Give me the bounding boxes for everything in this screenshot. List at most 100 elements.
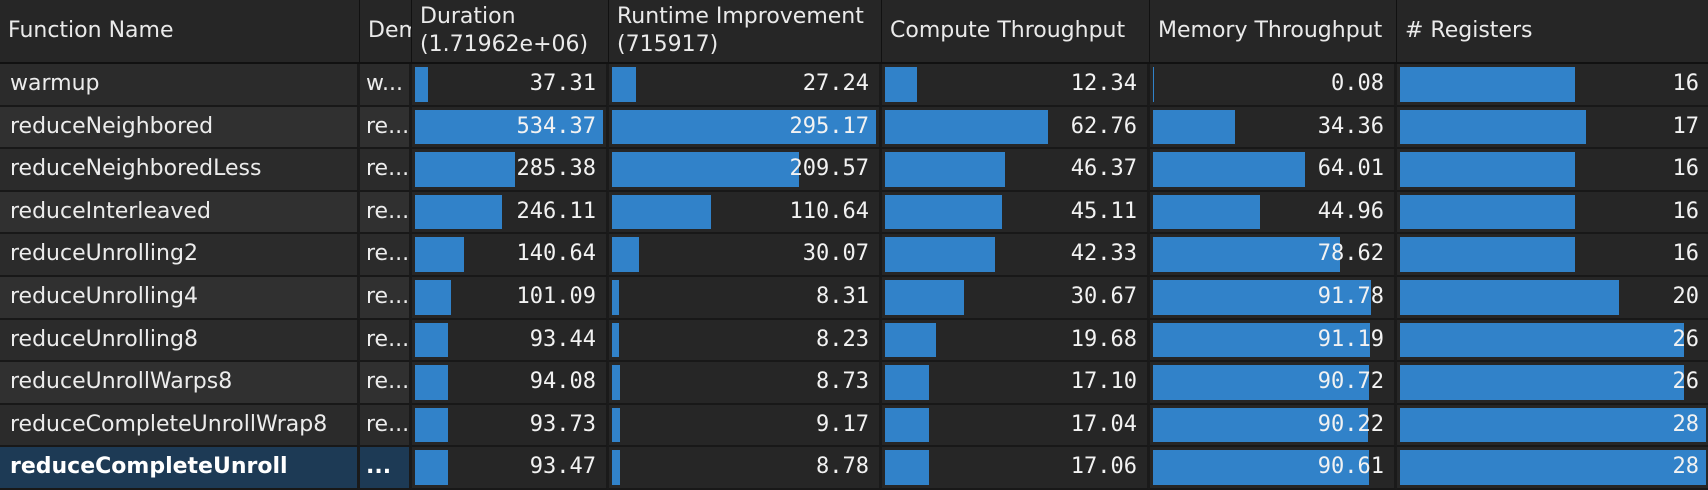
duration-cell[interactable]: 246.11 — [412, 191, 609, 235]
duration-cell[interactable]: 534.37 — [412, 106, 609, 150]
demangled-cell[interactable]: re... — [360, 276, 412, 320]
compute-bar — [885, 322, 936, 358]
runtime-cell[interactable]: 110.64 — [609, 191, 882, 235]
demangled-cell[interactable]: w... — [360, 64, 412, 107]
runtime-cell[interactable]: 30.07 — [609, 234, 882, 277]
runtime-value: 8.31 — [816, 283, 869, 309]
function-name-cell[interactable]: warmup — [0, 64, 360, 107]
runtime-bar — [612, 109, 876, 145]
demangled-cell[interactable]: re... — [360, 362, 412, 405]
runtime-cell[interactable]: 8.31 — [609, 276, 882, 320]
duration-cell[interactable]: 37.31 — [412, 64, 609, 107]
memory-cell[interactable]: 44.96 — [1150, 191, 1397, 235]
duration-bar — [415, 322, 448, 358]
registers-cell[interactable]: 28 — [1397, 404, 1708, 448]
demangled-cell[interactable]: re... — [360, 404, 412, 448]
duration-cell[interactable]: 93.47 — [412, 447, 609, 490]
header-duration[interactable]: Duration (1.71962e+06) — [412, 0, 609, 64]
duration-value: 93.73 — [529, 411, 596, 437]
duration-cell[interactable]: 101.09 — [412, 276, 609, 320]
compute-cell[interactable]: 30.67 — [882, 276, 1150, 320]
runtime-cell[interactable]: 9.17 — [609, 404, 882, 448]
demangled-cell[interactable]: re... — [360, 319, 412, 363]
memory-cell[interactable]: 91.78 — [1150, 276, 1397, 320]
compute-cell[interactable]: 19.68 — [882, 319, 1150, 363]
compute-value: 17.04 — [1070, 411, 1137, 437]
registers-cell[interactable]: 28 — [1397, 447, 1708, 490]
memory-cell[interactable]: 0.08 — [1150, 64, 1397, 107]
duration-cell[interactable]: 285.38 — [412, 149, 609, 192]
runtime-cell[interactable]: 27.24 — [609, 64, 882, 107]
header-registers[interactable]: # Registers — [1397, 0, 1708, 64]
duration-cell[interactable]: 140.64 — [412, 234, 609, 277]
duration-value: 93.44 — [529, 326, 596, 352]
memory-cell[interactable]: 90.22 — [1150, 404, 1397, 448]
runtime-cell[interactable]: 295.17 — [609, 106, 882, 150]
registers-bar — [1400, 194, 1575, 230]
function-name-cell[interactable]: reduceCompleteUnrollWrap8 — [0, 404, 360, 448]
header-label: Function Name — [8, 18, 174, 43]
demangled-cell[interactable]: re... — [360, 106, 412, 150]
function-name-cell[interactable]: reduceUnrolling8 — [0, 319, 360, 363]
demangled-cell[interactable]: re... — [360, 234, 412, 277]
memory-cell[interactable]: 78.62 — [1150, 234, 1397, 277]
memory-cell[interactable]: 91.19 — [1150, 319, 1397, 363]
duration-value: 93.47 — [529, 454, 596, 480]
header-compute-throughput[interactable]: Compute Throughput — [882, 0, 1150, 64]
compute-cell[interactable]: 46.37 — [882, 149, 1150, 192]
runtime-value: 8.23 — [816, 326, 869, 352]
duration-cell[interactable]: 93.44 — [412, 319, 609, 363]
runtime-bar — [612, 450, 620, 485]
runtime-value: 110.64 — [789, 198, 869, 224]
compute-cell[interactable]: 12.34 — [882, 64, 1150, 107]
duration-cell[interactable]: 94.08 — [412, 362, 609, 405]
function-name-cell[interactable]: reduceInterleaved — [0, 191, 360, 235]
header-runtime-improvement[interactable]: Runtime Improvement (715917) — [609, 0, 882, 64]
function-name-cell[interactable]: reduceUnrollWarps8 — [0, 362, 360, 405]
compute-cell[interactable]: 42.33 — [882, 234, 1150, 277]
compute-value: 17.10 — [1070, 369, 1137, 395]
registers-cell[interactable]: 17 — [1397, 106, 1708, 150]
runtime-cell[interactable]: 8.78 — [609, 447, 882, 490]
compute-cell[interactable]: 17.04 — [882, 404, 1150, 448]
function-name-cell[interactable]: reduceUnrolling4 — [0, 276, 360, 320]
duration-bar — [415, 407, 448, 443]
runtime-cell[interactable]: 209.57 — [609, 149, 882, 192]
memory-cell[interactable]: 90.72 — [1150, 362, 1397, 405]
compute-bar — [885, 194, 1002, 230]
function-name-cell[interactable]: reduceCompleteUnroll — [0, 447, 360, 490]
function-name-cell[interactable]: reduceNeighboredLess — [0, 149, 360, 192]
duration-cell[interactable]: 93.73 — [412, 404, 609, 448]
compute-cell[interactable]: 17.10 — [882, 362, 1150, 405]
compute-cell[interactable]: 45.11 — [882, 191, 1150, 235]
header-memory-throughput[interactable]: Memory Throughput — [1150, 0, 1397, 64]
registers-cell[interactable]: 16 — [1397, 149, 1708, 192]
registers-cell[interactable]: 16 — [1397, 64, 1708, 107]
registers-cell[interactable]: 26 — [1397, 362, 1708, 405]
function-name-cell[interactable]: reduceUnrolling2 — [0, 234, 360, 277]
function-name-cell[interactable]: reduceNeighbored — [0, 106, 360, 150]
compute-cell[interactable]: 17.06 — [882, 447, 1150, 490]
demangled-cell[interactable]: ... — [360, 447, 412, 490]
memory-cell[interactable]: 64.01 — [1150, 149, 1397, 192]
header-label: Memory Throughput — [1158, 18, 1383, 43]
memory-cell[interactable]: 90.61 — [1150, 447, 1397, 490]
registers-cell[interactable]: 16 — [1397, 234, 1708, 277]
compute-cell[interactable]: 62.76 — [882, 106, 1150, 150]
registers-bar — [1400, 67, 1575, 102]
runtime-cell[interactable]: 8.73 — [609, 362, 882, 405]
registers-cell[interactable]: 16 — [1397, 191, 1708, 235]
registers-cell[interactable]: 20 — [1397, 276, 1708, 320]
runtime-cell[interactable]: 8.23 — [609, 319, 882, 363]
memory-cell[interactable]: 34.36 — [1150, 106, 1397, 150]
memory-value: 91.78 — [1317, 283, 1384, 309]
demangled-cell[interactable]: re... — [360, 191, 412, 235]
header-function-name[interactable]: Function Name — [0, 0, 360, 64]
registers-cell[interactable]: 26 — [1397, 319, 1708, 363]
memory-bar — [1153, 194, 1260, 230]
demangled-cell[interactable]: re... — [360, 149, 412, 192]
runtime-value: 209.57 — [789, 156, 869, 182]
registers-value: 17 — [1672, 113, 1700, 139]
header-demangled[interactable]: Dem — [360, 0, 412, 64]
